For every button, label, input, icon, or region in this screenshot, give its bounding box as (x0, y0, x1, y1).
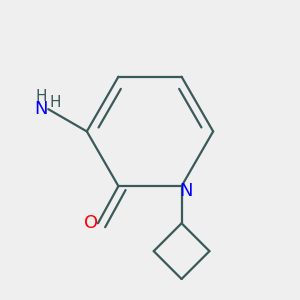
Text: O: O (84, 214, 98, 232)
Text: N: N (179, 182, 193, 200)
Text: N: N (34, 100, 47, 118)
Text: H: H (35, 88, 46, 104)
Text: H: H (49, 95, 61, 110)
